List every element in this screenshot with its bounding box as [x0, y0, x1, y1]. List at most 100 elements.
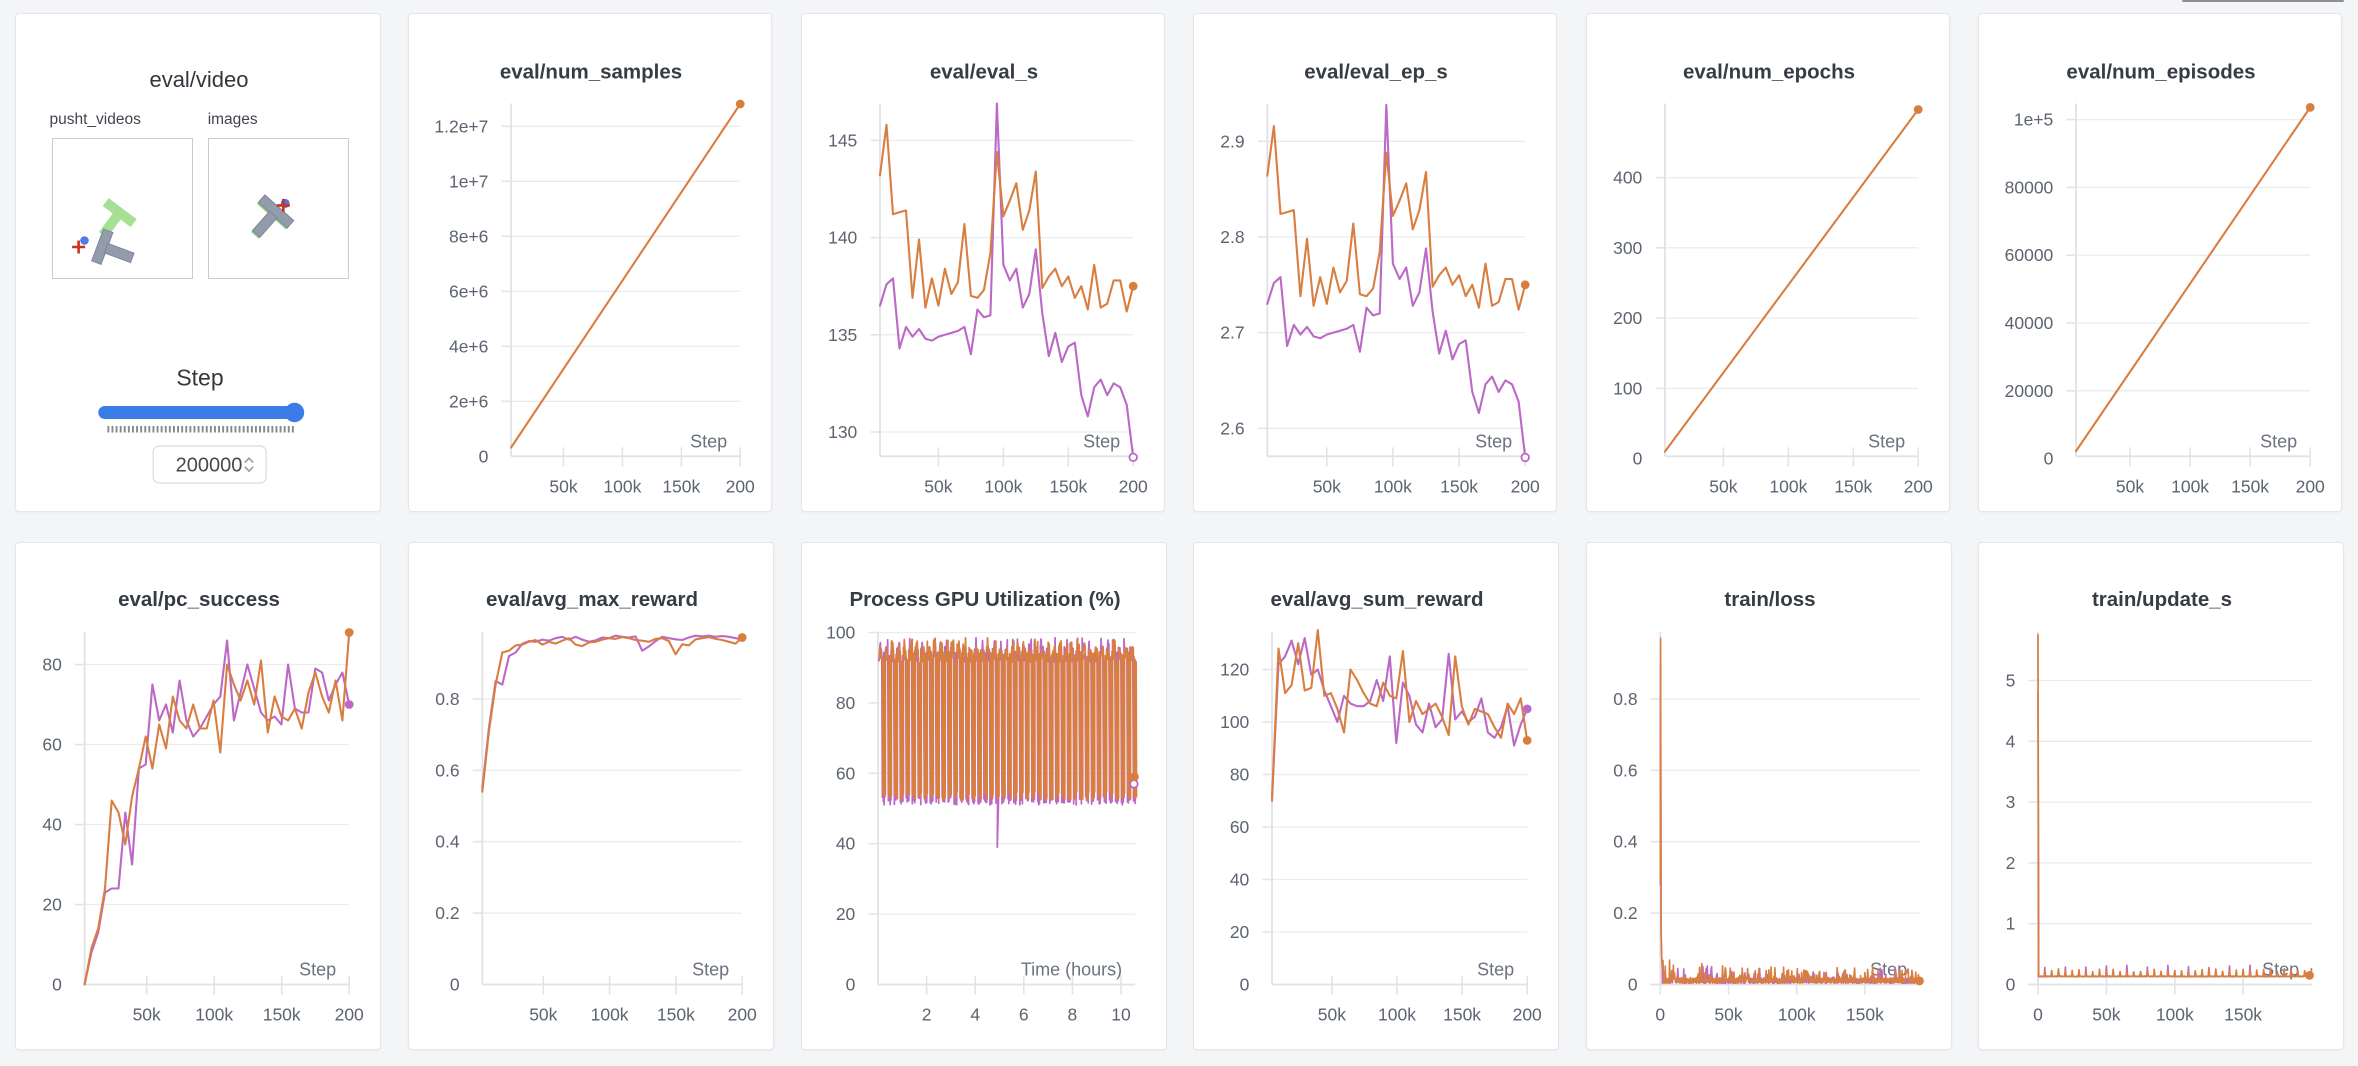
svg-text:100k: 100k	[195, 1005, 233, 1025]
svg-text:200: 200	[1118, 477, 1147, 497]
svg-text:8e+6: 8e+6	[449, 226, 488, 246]
svg-text:2: 2	[921, 1005, 931, 1025]
svg-text:40: 40	[1230, 870, 1250, 890]
svg-text:60: 60	[835, 763, 855, 783]
svg-text:0.4: 0.4	[1613, 832, 1638, 852]
svg-text:eval/avg_max_reward: eval/avg_max_reward	[486, 588, 698, 611]
svg-text:20: 20	[1230, 922, 1250, 942]
svg-text:140: 140	[828, 228, 857, 248]
svg-text:0: 0	[450, 975, 460, 995]
svg-text:50k: 50k	[1709, 477, 1737, 497]
svg-text:145: 145	[828, 130, 857, 150]
svg-text:eval/num_epochs: eval/num_epochs	[1682, 61, 1854, 84]
svg-text:Process GPU Utilization (%): Process GPU Utilization (%)	[849, 588, 1120, 611]
svg-text:100k: 100k	[1769, 477, 1807, 497]
svg-text:120: 120	[1220, 660, 1249, 680]
svg-text:0: 0	[2006, 975, 2016, 995]
svg-text:100k: 100k	[1777, 1005, 1815, 1025]
svg-text:pusht_videos: pusht_videos	[50, 111, 142, 128]
svg-text:1e+5: 1e+5	[2014, 110, 2053, 130]
svg-text:150k: 150k	[1834, 477, 1872, 497]
svg-text:100: 100	[1613, 378, 1642, 398]
svg-text:150k: 150k	[1443, 1005, 1481, 1025]
svg-text:20: 20	[835, 904, 855, 924]
svg-text:150k: 150k	[2224, 1005, 2262, 1025]
svg-text:0.6: 0.6	[435, 760, 459, 780]
svg-text:0: 0	[479, 446, 489, 466]
svg-text:eval/avg_sum_reward: eval/avg_sum_reward	[1270, 588, 1483, 611]
svg-text:200: 200	[1513, 1005, 1542, 1025]
svg-text:200: 200	[2296, 477, 2325, 497]
svg-text:1: 1	[2006, 914, 2016, 934]
svg-text:Step: Step	[176, 365, 223, 391]
svg-text:0: 0	[2044, 449, 2054, 469]
svg-text:80: 80	[1230, 765, 1250, 785]
svg-text:50k: 50k	[549, 477, 577, 497]
svg-text:Step: Step	[299, 960, 336, 980]
svg-text:80000: 80000	[2005, 177, 2054, 197]
svg-text:images: images	[208, 111, 258, 128]
svg-text:train/loss: train/loss	[1724, 588, 1815, 611]
svg-text:0: 0	[52, 975, 62, 995]
svg-text:50k: 50k	[529, 1005, 557, 1025]
svg-text:60000: 60000	[2005, 245, 2054, 265]
svg-text:train/update_s: train/update_s	[2092, 588, 2232, 611]
svg-text:eval/num_episodes: eval/num_episodes	[2066, 61, 2255, 84]
svg-text:60: 60	[42, 735, 62, 755]
svg-text:Step: Step	[2260, 431, 2297, 451]
svg-text:8: 8	[1067, 1005, 1077, 1025]
svg-text:150k: 150k	[2231, 477, 2269, 497]
svg-text:0: 0	[1240, 975, 1250, 995]
svg-text:50k: 50k	[1313, 477, 1341, 497]
svg-text:100k: 100k	[1378, 1005, 1416, 1025]
svg-text:130: 130	[828, 422, 857, 442]
svg-text:3: 3	[2006, 792, 2016, 812]
svg-text:Time (hours): Time (hours)	[1020, 960, 1121, 980]
svg-text:400: 400	[1613, 168, 1642, 188]
svg-text:100k: 100k	[2156, 1005, 2194, 1025]
svg-text:100k: 100k	[1374, 477, 1412, 497]
svg-text:50k: 50k	[2116, 477, 2144, 497]
svg-text:50k: 50k	[133, 1005, 161, 1025]
svg-text:200: 200	[726, 477, 755, 497]
svg-text:4: 4	[2006, 731, 2016, 751]
svg-text:150k: 150k	[662, 477, 700, 497]
svg-text:0.2: 0.2	[1613, 903, 1637, 923]
svg-text:2e+6: 2e+6	[449, 391, 488, 411]
svg-text:0.8: 0.8	[435, 689, 459, 709]
svg-text:eval/video: eval/video	[149, 67, 248, 92]
svg-text:0.8: 0.8	[1613, 689, 1637, 709]
svg-text:50k: 50k	[1714, 1005, 1742, 1025]
svg-text:0.4: 0.4	[435, 832, 460, 852]
svg-text:100k: 100k	[591, 1005, 629, 1025]
svg-text:0: 0	[1627, 975, 1637, 995]
svg-text:eval/num_samples: eval/num_samples	[500, 61, 682, 84]
svg-text:6e+6: 6e+6	[449, 281, 488, 301]
svg-text:200: 200	[1511, 477, 1540, 497]
svg-text:Step: Step	[1477, 960, 1514, 980]
svg-text:eval/eval_s: eval/eval_s	[929, 61, 1037, 84]
svg-text:80: 80	[835, 693, 855, 713]
svg-text:Step: Step	[692, 960, 729, 980]
svg-text:10: 10	[1111, 1005, 1131, 1025]
svg-text:2.6: 2.6	[1220, 418, 1244, 438]
svg-text:0: 0	[845, 975, 855, 995]
svg-text:eval/eval_ep_s: eval/eval_ep_s	[1304, 61, 1448, 84]
svg-text:Step: Step	[1475, 431, 1512, 451]
svg-text:20: 20	[42, 895, 62, 915]
svg-text:150k: 150k	[1049, 477, 1087, 497]
svg-text:2.7: 2.7	[1220, 323, 1244, 343]
svg-text:2.8: 2.8	[1220, 227, 1244, 247]
svg-text:200: 200	[1903, 477, 1932, 497]
svg-text:100k: 100k	[603, 477, 641, 497]
svg-text:150k: 150k	[263, 1005, 301, 1025]
svg-text:0: 0	[2033, 1005, 2043, 1025]
svg-text:150k: 150k	[1845, 1005, 1883, 1025]
svg-text:150k: 150k	[657, 1005, 695, 1025]
svg-text:100k: 100k	[984, 477, 1022, 497]
svg-text:200: 200	[1613, 308, 1642, 328]
svg-text:150k: 150k	[1440, 477, 1478, 497]
svg-text:80: 80	[42, 655, 62, 675]
svg-text:1.2e+7: 1.2e+7	[434, 116, 488, 136]
svg-text:200: 200	[335, 1005, 364, 1025]
